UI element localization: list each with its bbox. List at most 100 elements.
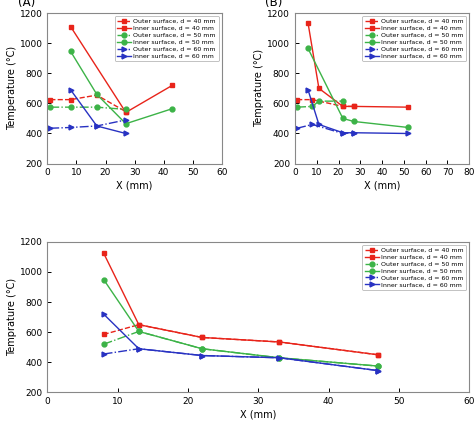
Inner surface, d = 40 mm <box>375 352 381 358</box>
Line: Inner surface, d = 60 mm: Inner surface, d = 60 mm <box>68 87 128 136</box>
Legend: Outer surface, d = 40 mm, Inner surface, d = 40 mm, Outer surface, d = 50 mm, In: Outer surface, d = 40 mm, Inner surface,… <box>362 245 466 290</box>
Inner surface, d = 50 mm <box>170 106 175 111</box>
Outer surface, d = 40 mm <box>375 352 381 358</box>
Line: Outer surface, d = 60 mm: Outer surface, d = 60 mm <box>101 346 380 373</box>
Outer surface, d = 50 mm <box>47 105 53 110</box>
Inner surface, d = 50 mm <box>123 121 128 126</box>
Outer surface, d = 60 mm <box>351 130 356 135</box>
Inner surface, d = 40 mm <box>276 339 282 344</box>
Outer surface, d = 50 mm <box>294 105 300 110</box>
Line: Inner surface, d = 40 mm: Inner surface, d = 40 mm <box>68 24 175 115</box>
Inner surface, d = 40 mm <box>123 110 128 115</box>
Inner surface, d = 40 mm <box>316 86 322 91</box>
Line: Outer surface, d = 40 mm: Outer surface, d = 40 mm <box>48 93 128 114</box>
Outer surface, d = 50 mm <box>375 364 381 369</box>
Outer surface, d = 40 mm <box>294 97 300 102</box>
Outer surface, d = 60 mm <box>101 351 107 357</box>
Outer surface, d = 50 mm <box>340 99 346 104</box>
Outer surface, d = 60 mm <box>68 125 73 130</box>
Outer surface, d = 50 mm <box>276 355 282 361</box>
Line: Outer surface, d = 50 mm: Outer surface, d = 50 mm <box>48 105 128 112</box>
X-axis label: X (mm): X (mm) <box>240 409 276 419</box>
Y-axis label: Temprature (°C): Temprature (°C) <box>7 278 17 356</box>
Line: Inner surface, d = 40 mm: Inner surface, d = 40 mm <box>306 20 410 109</box>
Line: Outer surface, d = 50 mm: Outer surface, d = 50 mm <box>101 329 380 368</box>
Inner surface, d = 60 mm <box>351 130 356 135</box>
Outer surface, d = 50 mm <box>101 342 107 347</box>
Inner surface, d = 50 mm <box>136 329 142 334</box>
Outer surface, d = 50 mm <box>68 105 73 110</box>
Inner surface, d = 50 mm <box>276 355 282 361</box>
Outer surface, d = 60 mm <box>47 126 53 131</box>
Inner surface, d = 60 mm <box>94 123 100 129</box>
Outer surface, d = 60 mm <box>375 368 381 373</box>
Line: Inner surface, d = 60 mm: Inner surface, d = 60 mm <box>101 312 380 373</box>
Line: Outer surface, d = 40 mm: Outer surface, d = 40 mm <box>295 97 356 109</box>
Inner surface, d = 50 mm <box>94 92 100 97</box>
Outer surface, d = 60 mm <box>310 122 315 127</box>
Outer surface, d = 40 mm <box>276 339 282 344</box>
Line: Outer surface, d = 50 mm: Outer surface, d = 50 mm <box>295 99 345 109</box>
Inner surface, d = 40 mm <box>405 105 411 110</box>
Outer surface, d = 40 mm <box>351 104 356 109</box>
Inner surface, d = 60 mm <box>375 368 381 373</box>
Outer surface, d = 40 mm <box>123 109 128 114</box>
Outer surface, d = 60 mm <box>276 355 282 361</box>
Outer surface, d = 40 mm <box>199 335 205 340</box>
Legend: Outer surface, d = 40 mm, Inner surface, d = 40 mm, Outer surface, d = 50 mm, In: Outer surface, d = 40 mm, Inner surface,… <box>115 16 219 61</box>
Outer surface, d = 40 mm <box>136 322 142 327</box>
Inner surface, d = 40 mm <box>136 322 142 327</box>
Inner surface, d = 40 mm <box>101 251 107 256</box>
Line: Outer surface, d = 40 mm: Outer surface, d = 40 mm <box>101 322 380 357</box>
Inner surface, d = 50 mm <box>199 346 205 351</box>
Legend: Outer surface, d = 40 mm, Inner surface, d = 40 mm, Outer surface, d = 50 mm, In: Outer surface, d = 40 mm, Inner surface,… <box>362 16 466 61</box>
Inner surface, d = 50 mm <box>305 46 311 51</box>
Inner surface, d = 40 mm <box>68 24 73 29</box>
Y-axis label: Temperature (°C): Temperature (°C) <box>7 46 17 130</box>
Inner surface, d = 60 mm <box>101 311 107 317</box>
Line: Outer surface, d = 60 mm: Outer surface, d = 60 mm <box>48 118 128 131</box>
Inner surface, d = 60 mm <box>340 130 346 135</box>
Text: (B): (B) <box>265 0 283 9</box>
Inner surface, d = 40 mm <box>199 335 205 340</box>
Inner surface, d = 40 mm <box>340 104 346 109</box>
Outer surface, d = 40 mm <box>310 97 315 102</box>
Line: Inner surface, d = 50 mm: Inner surface, d = 50 mm <box>306 46 410 130</box>
Outer surface, d = 50 mm <box>310 104 315 109</box>
Inner surface, d = 60 mm <box>276 355 282 361</box>
X-axis label: X (mm): X (mm) <box>117 180 153 190</box>
Outer surface, d = 60 mm <box>94 123 100 129</box>
Outer surface, d = 50 mm <box>136 329 142 334</box>
Outer surface, d = 50 mm <box>94 105 100 110</box>
Line: Inner surface, d = 50 mm: Inner surface, d = 50 mm <box>68 49 175 126</box>
Inner surface, d = 50 mm <box>101 277 107 282</box>
Inner surface, d = 60 mm <box>305 87 311 92</box>
Inner surface, d = 60 mm <box>68 87 73 92</box>
Outer surface, d = 40 mm <box>68 97 73 102</box>
Inner surface, d = 60 mm <box>199 353 205 358</box>
Inner surface, d = 60 mm <box>405 131 411 136</box>
Outer surface, d = 60 mm <box>340 131 346 136</box>
Inner surface, d = 50 mm <box>68 49 73 54</box>
Inner surface, d = 60 mm <box>136 346 142 351</box>
Outer surface, d = 60 mm <box>199 353 205 358</box>
Line: Outer surface, d = 60 mm: Outer surface, d = 60 mm <box>295 122 356 136</box>
Inner surface, d = 50 mm <box>351 119 356 124</box>
Line: Inner surface, d = 60 mm: Inner surface, d = 60 mm <box>306 87 410 136</box>
Inner surface, d = 50 mm <box>405 125 411 130</box>
Outer surface, d = 40 mm <box>101 332 107 337</box>
Outer surface, d = 60 mm <box>123 117 128 123</box>
Inner surface, d = 40 mm <box>305 20 311 25</box>
Line: Inner surface, d = 50 mm: Inner surface, d = 50 mm <box>101 277 380 368</box>
Outer surface, d = 40 mm <box>340 104 346 109</box>
Text: (A): (A) <box>18 0 35 9</box>
Line: Inner surface, d = 40 mm: Inner surface, d = 40 mm <box>101 251 380 357</box>
Inner surface, d = 60 mm <box>123 131 128 136</box>
Outer surface, d = 40 mm <box>47 97 53 102</box>
Outer surface, d = 50 mm <box>123 107 128 112</box>
Y-axis label: Temprature (°C): Temprature (°C) <box>254 49 264 127</box>
Outer surface, d = 60 mm <box>136 346 142 351</box>
Inner surface, d = 40 mm <box>170 83 175 88</box>
X-axis label: X (mm): X (mm) <box>364 180 400 190</box>
Inner surface, d = 60 mm <box>316 122 322 127</box>
